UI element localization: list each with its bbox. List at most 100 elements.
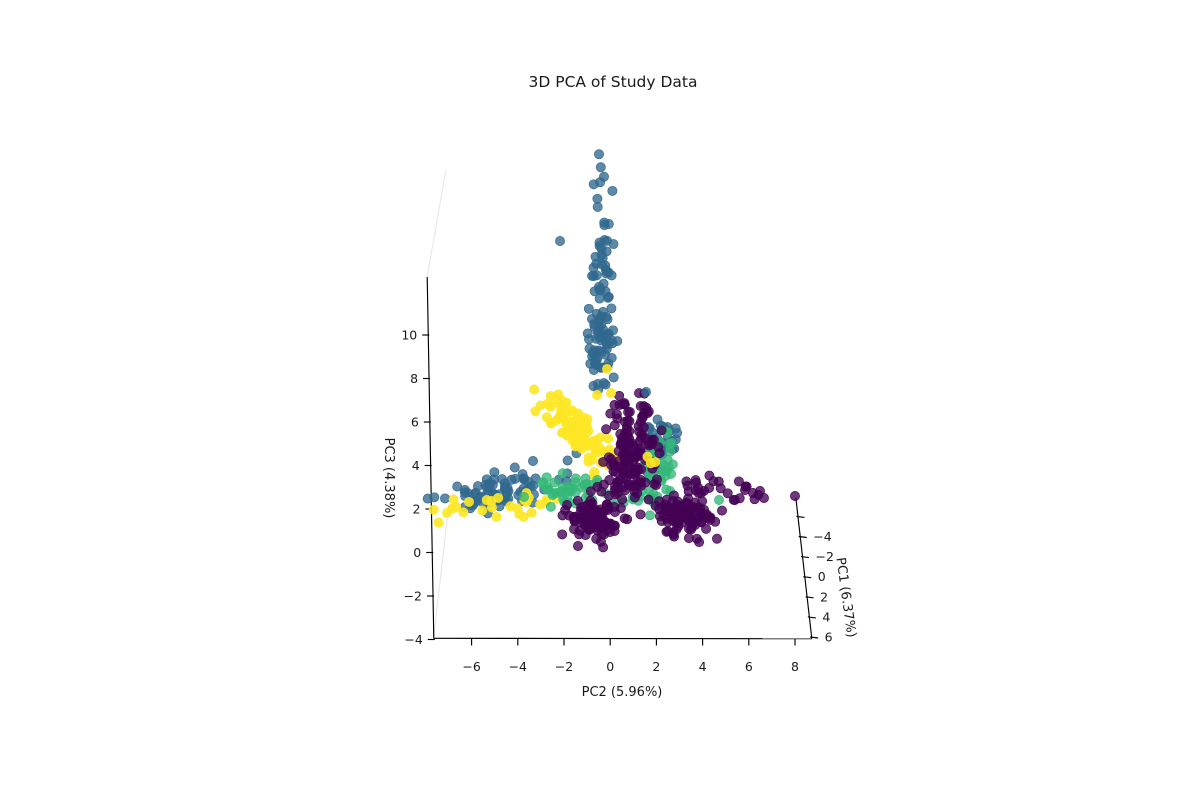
scatter-point [603, 292, 613, 303]
scatter-point [570, 473, 581, 484]
scatter-point [442, 508, 452, 518]
scatter-point [448, 494, 459, 505]
scatter-point [619, 416, 630, 427]
scatter-point [656, 516, 667, 526]
scatter-point [428, 504, 439, 515]
scatter-point [491, 511, 502, 522]
scatter-point [519, 491, 529, 502]
depth-tick [803, 576, 812, 579]
depth-axis-line [795, 497, 813, 639]
x-tick-label: −2 [555, 659, 573, 674]
scatter-point [523, 476, 534, 487]
depth-tick [796, 515, 805, 518]
scatter-point [759, 493, 769, 503]
x-axis-label: PC2 (5.96%) [582, 685, 663, 700]
scatter-point [581, 478, 592, 489]
scatter-point [606, 352, 617, 363]
scatter-point [624, 426, 635, 437]
scatter-point [580, 513, 591, 524]
scatter-point [601, 424, 612, 435]
scatter-point [656, 425, 667, 436]
scatter-point [602, 505, 613, 515]
axes [422, 276, 819, 646]
tick-labels: 10 8 6 4 2 0 −2 −4 −6 −4 −2 0 2 4 6 8 −4 −2 0 2 4 6 [401, 328, 834, 675]
scatter-point [526, 507, 537, 518]
scatter-point [624, 438, 635, 449]
scatter-point [553, 389, 564, 400]
depth-tick [800, 556, 810, 559]
scatter-point [607, 185, 618, 196]
scatter-point [592, 354, 602, 365]
scatter-point [620, 453, 631, 464]
scatter-point [620, 472, 631, 483]
x-tick-label: 6 [745, 659, 753, 674]
z-tick-label: 4 [412, 458, 420, 473]
depth-tick [807, 616, 816, 619]
scatter-point [589, 345, 600, 356]
scatter-point [581, 418, 592, 429]
scatter-point [597, 307, 608, 317]
scatter-point [459, 487, 470, 498]
scatter-point [595, 177, 606, 188]
scatter-point [481, 495, 492, 505]
depth-tick-label: 4 [822, 609, 830, 624]
scatter-point [608, 239, 619, 250]
scatter-point [564, 423, 575, 434]
scatter-point [661, 526, 672, 537]
pane-edge [426, 169, 447, 278]
scatter-point [606, 388, 616, 398]
scatter-point [606, 459, 616, 470]
scatter-point [636, 429, 647, 440]
scatter-point [557, 529, 568, 540]
scatter-point [644, 510, 655, 521]
scatter-point [608, 372, 619, 383]
scatter-point [585, 486, 596, 497]
z-tick-label: −4 [404, 632, 422, 647]
scatter-point [557, 510, 568, 521]
z-axis-line [426, 276, 435, 639]
scatter-point [594, 293, 605, 304]
scatter-point [614, 390, 625, 401]
scatter-point [669, 531, 680, 542]
depth-tick-label: 0 [818, 569, 826, 584]
scatter-point [681, 476, 692, 487]
scatter-point [595, 162, 606, 173]
x-tick-label: −6 [462, 659, 480, 674]
scatter-point [484, 479, 495, 490]
scatter-point [509, 462, 520, 473]
scatter-point [556, 409, 566, 420]
scatter-point [717, 505, 727, 516]
scatter-point [582, 328, 593, 339]
scatter-point [790, 491, 800, 501]
scatter-point [606, 303, 617, 314]
scatter-point [666, 438, 677, 449]
scatter-point [591, 533, 602, 544]
scatter-point [642, 451, 653, 462]
scatter-point [538, 477, 549, 488]
scatter-point [623, 407, 634, 418]
scatter-point [722, 488, 733, 499]
scatter-point [562, 500, 572, 510]
pane-edge [432, 494, 451, 639]
scatter-point [589, 286, 600, 297]
scatter-point [529, 384, 540, 395]
scatter-point [592, 193, 603, 204]
scatter-point [619, 513, 630, 524]
scatter-point [733, 476, 744, 487]
x-tick-label: 8 [791, 659, 799, 674]
scatter-points [422, 149, 800, 553]
scatter-point [676, 501, 687, 512]
scatter-point [683, 533, 694, 544]
scatter-point [630, 468, 641, 479]
scatter-point [654, 504, 665, 515]
scatter-point [505, 501, 516, 512]
scatter-point [573, 541, 583, 551]
scatter-point [541, 412, 552, 423]
scatter-point [611, 409, 622, 420]
x-tick-label: −4 [509, 659, 527, 674]
scatter-point [712, 533, 722, 544]
z-tick-label: 0 [413, 545, 421, 560]
scatter-point [549, 477, 560, 488]
